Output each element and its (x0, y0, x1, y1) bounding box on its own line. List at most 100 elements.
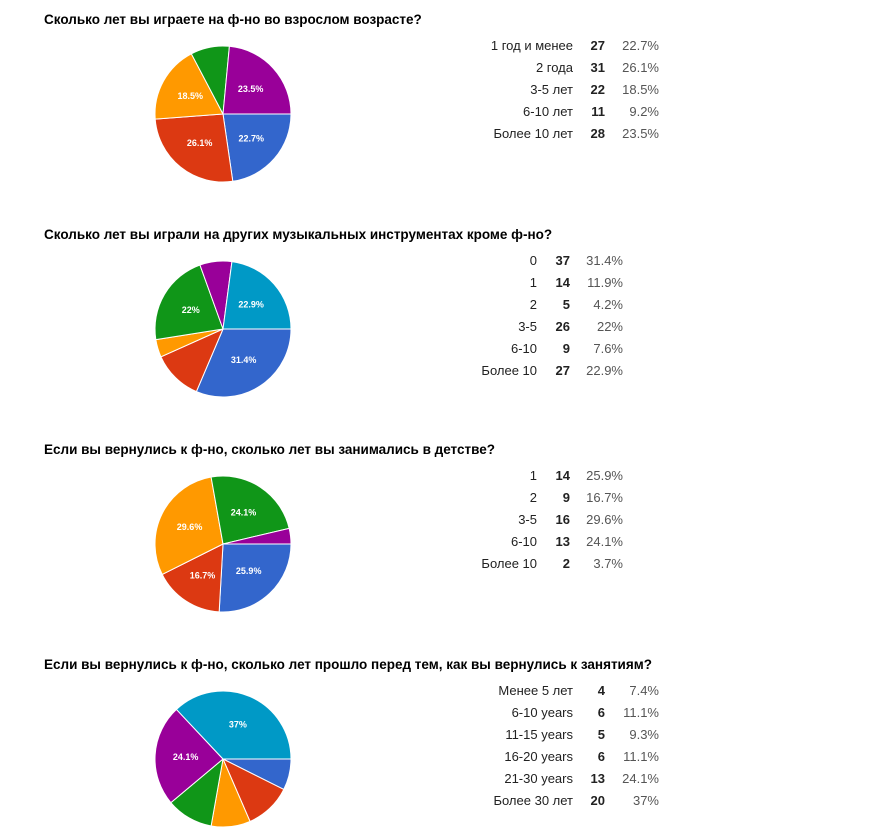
legend-count: 27 (555, 363, 570, 378)
legend-count: 28 (590, 126, 605, 141)
legend-percent: 18.5% (622, 82, 659, 97)
pie-slice (154, 708, 224, 804)
pie-slice (222, 527, 292, 545)
legend-label: 1 (529, 468, 537, 483)
legend-count: 5 (562, 297, 570, 312)
legend-label: 16-20 years (504, 749, 573, 764)
legend-percent: 16.7% (586, 490, 623, 505)
legend-row: 6-10 9 7.6% (440, 339, 633, 359)
legend-percent: 22% (596, 319, 623, 334)
legend-label: 21-30 years (504, 771, 573, 786)
legend-row: 11-15 years 5 9.3% (440, 725, 669, 745)
legend-count: 37 (555, 253, 570, 268)
legend-row: Менее 5 лет 4 7.4% (440, 681, 669, 701)
legend-percent: 24.1% (586, 534, 623, 549)
legend-count: 4 (597, 683, 605, 698)
legend-row: 3-5 лет 22 18.5% (440, 80, 669, 100)
legend-label: 1 год и менее (490, 38, 573, 53)
chart-title: Если вы вернулись к ф-но, сколько лет пр… (44, 657, 652, 672)
survey-section-3: Если вы вернулись к ф-но, сколько лет вы… (0, 430, 878, 640)
legend-row: 21-30 years 13 24.1% (440, 769, 669, 789)
pie-slice (154, 53, 224, 120)
slice-label: 25.9% (236, 566, 262, 576)
slice-label: 18.5% (178, 91, 204, 101)
legend-percent: 7.4% (629, 683, 659, 698)
legend-row: 2 года 31 26.1% (440, 58, 669, 78)
legend-row: Более 10 27 22.9% (440, 361, 633, 381)
legend-percent: 22.7% (622, 38, 659, 53)
legend-percent: 3.7% (593, 556, 623, 571)
pie-slice (195, 328, 292, 398)
survey-section-2: Сколько лет вы играли на других музыкаль… (0, 215, 878, 425)
legend-count: 6 (597, 705, 605, 720)
chart-title: Сколько лет вы играли на других музыкаль… (44, 227, 553, 242)
legend-count: 26 (555, 319, 570, 334)
slice-label: 29.6% (177, 522, 203, 532)
legend-row: 1 14 11.9% (440, 273, 633, 293)
chart-title: Если вы вернулись к ф-но, сколько лет вы… (44, 442, 495, 457)
legend-count: 2 (562, 556, 570, 571)
legend-label: 6-10 years (511, 705, 573, 720)
legend-row: 6-10 лет 11 9.2% (440, 102, 669, 122)
legend-percent: 37% (632, 793, 659, 808)
legend-count: 27 (590, 38, 605, 53)
legend-label: 6-10 лет (523, 104, 573, 119)
legend-percent: 4.2% (593, 297, 623, 312)
legend-count: 13 (590, 771, 605, 786)
pie-slice (222, 261, 292, 330)
legend-percent: 11.9% (587, 275, 623, 290)
slice-label: 22% (182, 305, 200, 315)
pie-slice (175, 690, 292, 760)
legend-percent: 9.2% (629, 104, 659, 119)
legend-row: 1 год и менее 27 22.7% (440, 36, 669, 56)
legend-count: 16 (555, 512, 570, 527)
legend-count: 14 (555, 275, 570, 290)
legend-row: Более 10 2 3.7% (440, 554, 633, 574)
pie-slice (154, 264, 224, 341)
legend-count: 6 (597, 749, 605, 764)
legend-label: 1 (529, 275, 537, 290)
legend-count: 9 (562, 341, 570, 356)
legend-row: 1 14 25.9% (440, 466, 633, 486)
legend-percent: 22.9% (586, 363, 623, 378)
legend-percent: 25.9% (586, 468, 623, 483)
legend-row: 0 37 31.4% (440, 251, 633, 271)
legend-count: 9 (562, 490, 570, 505)
legend-row: 2 9 16.7% (440, 488, 633, 508)
slice-label: 23.5% (238, 84, 264, 94)
legend-label: 11-15 years (505, 727, 573, 742)
survey-section-1: Сколько лет вы играете на ф-но во взросл… (0, 0, 878, 205)
legend-percent: 11.1% (623, 705, 659, 720)
legend-percent: 31.4% (586, 253, 623, 268)
legend-row: 16-20 years 6 11.1% (440, 747, 669, 767)
legend-label: 6-10 (510, 534, 537, 549)
slice-label: 22.7% (239, 133, 265, 143)
legend-label: Более 10 (481, 363, 537, 378)
slice-label: 26.1% (187, 138, 213, 148)
legend-percent: 11.1% (623, 749, 659, 764)
legend-label: 2 года (535, 60, 573, 75)
legend-percent: 7.6% (593, 341, 623, 356)
legend-label: 3-5 лет (530, 82, 573, 97)
slice-label: 24.1% (173, 752, 199, 762)
legend-label: Менее 5 лет (498, 683, 573, 698)
slice-label: 22.9% (238, 299, 264, 309)
pie-chart: 31.4% 22% 22.9% (154, 260, 292, 398)
legend-count: 22 (590, 82, 605, 97)
slice-label: 16.7% (190, 570, 216, 580)
legend-label: 3-5 (518, 512, 537, 527)
legend-row: Более 30 лет 20 37% (440, 791, 669, 811)
legend-row: 6-10 13 24.1% (440, 532, 633, 552)
legend-row: Более 10 лет 28 23.5% (440, 124, 669, 144)
pie-chart: 24.1% 37% (154, 690, 292, 828)
slice-label: 31.4% (231, 355, 257, 365)
legend-percent: 23.5% (622, 126, 659, 141)
legend-label: 6-10 (510, 341, 537, 356)
legend-percent: 24.1% (622, 771, 659, 786)
legend-row: 3-5 26 22% (440, 317, 633, 337)
pie-slice (222, 45, 292, 115)
legend-label: Более 10 (481, 556, 537, 571)
legend-count: 11 (591, 104, 605, 119)
legend-percent: 9.3% (629, 727, 659, 742)
pie-slice (154, 113, 234, 183)
